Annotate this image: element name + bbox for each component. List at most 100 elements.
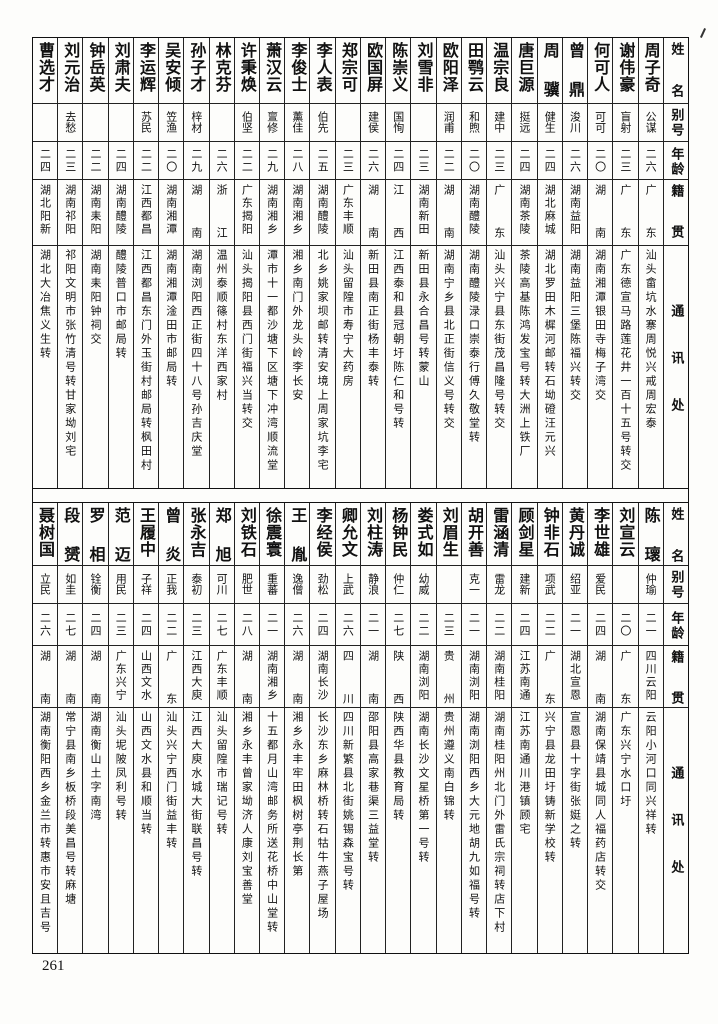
address-text: 湖南湘潭银田寺梅子湾交 (593, 249, 607, 403)
age-cell: 二五 (310, 142, 335, 180)
alias-cell: 肥世 (234, 566, 260, 604)
address-cell: 汕头畲坑水寨周悦兴戒周宏泰 (639, 246, 663, 488)
address-cell: 湖南宁乡县北正街信义号转交 (437, 246, 461, 488)
address-cell: 湘乡南门外龙头岭李长安 (285, 246, 309, 488)
table-row: 徐震寰 重蕃 二一 湖南湘乡 十五都月山湾邮务所送花桥中山堂转 (259, 503, 285, 953)
native-cell: 湖南 (436, 180, 461, 246)
age-cell: 二一 (562, 604, 588, 646)
native-cell: 贵州 (436, 646, 461, 708)
name-cell: 刘元治 (58, 38, 83, 104)
native-text: 湖北宣恩 (568, 650, 582, 702)
address-cell: 祁阳文明市张竹清号转甘家坳刘宅 (58, 246, 82, 488)
alias-text: 克一 (467, 573, 481, 595)
alias-cell: 爱民 (588, 566, 613, 604)
name-cell: 李经侯 (310, 503, 335, 566)
age-cell: 二四 (537, 142, 562, 180)
table-row: 顾剑星 建新 二四 江苏南通 江苏南通川港镇顾宅 (511, 503, 537, 953)
native-text: 湖南 (240, 650, 254, 706)
name-text: 刘元治 (61, 42, 81, 93)
age-cell: 二二 (83, 142, 108, 180)
native-cell: 湖南新田 (411, 180, 436, 246)
age-text: 二三 (442, 611, 456, 638)
table-row: 刘元治 去愁 二三 湖南祁阳 祁阳文明市张竹清号转甘家坳刘宅 (57, 38, 83, 488)
native-text: 广东丰顺 (341, 184, 355, 236)
native-cell: 江苏南通 (512, 646, 537, 708)
age-cell: 二四 (133, 604, 159, 646)
age-cell: 二六 (562, 142, 588, 180)
address-text: 江苏南通川港镇顾宅 (517, 711, 531, 837)
alias-text: 和煦 (467, 111, 481, 133)
alias-text: 泰初 (189, 573, 203, 595)
name-cell: 王履中 (133, 503, 159, 566)
name-cell: 田鹗云 (461, 38, 487, 104)
alias-cell (32, 104, 58, 142)
native-cell: 广东兴宁 (108, 646, 133, 708)
table-row: 陈崇义 国恂 二四 江西 江西泰和县冠朝圩陈仁和号转 (385, 38, 411, 488)
alias-cell: 克一 (461, 566, 487, 604)
native-cell: 湖南浏阳 (411, 646, 436, 708)
name-cell: 萧汉云 (260, 38, 285, 104)
age-text: 二四 (543, 147, 557, 174)
table-row: 钟非石 项武 二二 广东 兴宁县龙田圩铸新学校转 (536, 503, 562, 953)
native-text: 湖南浏阳 (467, 650, 481, 702)
age-cell: 二一 (360, 604, 386, 646)
native-cell: 广东 (159, 646, 184, 708)
alias-cell: 上武 (335, 566, 360, 604)
native-text: 湖南新田 (417, 184, 431, 236)
address-text: 湖南湘潭淦田市邮局转 (164, 249, 178, 389)
alias-text: 挺远 (517, 111, 531, 133)
name-text: 林克芬 (212, 42, 232, 93)
address-text: 广东德宣马路莲花井一百十五号转交 (618, 249, 632, 473)
alias-cell: 健生 (537, 104, 562, 142)
alias-text: 立民 (38, 573, 52, 595)
name-cell: 周骥 (537, 38, 562, 104)
name-text: 刘眉生 (439, 507, 459, 558)
native-cell: 湖南 (360, 646, 386, 708)
address-cell: 湖南长沙文星桥第一号转 (411, 708, 435, 953)
name-cell: 欧国屏 (360, 38, 386, 104)
name-text: 孙子才 (187, 42, 207, 93)
alias-cell: 伯坚 (234, 104, 260, 142)
alias-text: 肥世 (240, 573, 254, 595)
native-cell: 湖南茶陵 (512, 180, 537, 246)
address-text: 湖南长沙文星桥第一号转 (417, 711, 431, 865)
name-text: 李运辉 (136, 42, 156, 93)
age-cell: 二三 (487, 142, 512, 180)
name-cell: 刘雪非 (411, 38, 436, 104)
header-column: 姓名 别号 年龄 籍贯 通讯处 (662, 503, 688, 953)
native-cell: 湖北阳新 (32, 180, 58, 246)
address-cell: 陕西华县教育局转 (386, 708, 410, 953)
native-text: 湖北阳新 (38, 184, 52, 236)
native-text: 湖南 (593, 650, 607, 706)
name-text: 范迈 (111, 507, 131, 563)
table-row: 唐巨源 挺远 二四 湖南茶陵 茶陵高基陈鸿发宝号转大洲上铁厂 (511, 38, 537, 488)
native-text: 贵州 (442, 650, 456, 706)
address-cell: 湖南保靖县城同人福药店转交 (588, 708, 612, 953)
table-row: 陈瓌 仲瑜 二一 四川云阳 云阳小河口同兴祥转 (637, 503, 663, 953)
native-cell: 广东揭阳 (234, 180, 260, 246)
name-text: 陈瓌 (641, 507, 661, 563)
table-row: 李运辉 苏民 二二 江西都昌 江西都昌东门外玉街村邮局转枫田村 (132, 38, 159, 488)
name-cell: 娄式如 (411, 503, 436, 566)
age-text: 二六 (644, 147, 658, 174)
header-age-cell: 年龄 (663, 142, 688, 180)
name-text: 欧国屏 (364, 42, 384, 93)
alias-text: 劲松 (316, 573, 330, 595)
address-text: 新田县南正街杨丰泰转 (366, 249, 380, 389)
header-native-text: 籍贯 (668, 650, 684, 706)
native-text: 广东 (164, 650, 178, 706)
alias-cell: 劲松 (310, 566, 335, 604)
name-cell: 郑宗可 (335, 38, 360, 104)
alias-text: 仲瑜 (644, 573, 658, 595)
alias-cell: 国恂 (386, 104, 411, 142)
age-cell: 二四 (512, 142, 537, 180)
name-cell: 郑旭 (209, 503, 234, 566)
alias-cell: 润甫 (436, 104, 461, 142)
age-cell: 二六 (285, 604, 310, 646)
name-text: 刘雪非 (414, 42, 434, 93)
age-text: 二九 (189, 147, 203, 174)
alias-cell: 铨衡 (83, 566, 108, 604)
native-cell: 湖南湘潭 (159, 180, 184, 246)
header-column: 姓名 别号 年龄 籍贯 通讯处 (662, 38, 688, 488)
native-text: 江西大庾 (189, 650, 203, 702)
